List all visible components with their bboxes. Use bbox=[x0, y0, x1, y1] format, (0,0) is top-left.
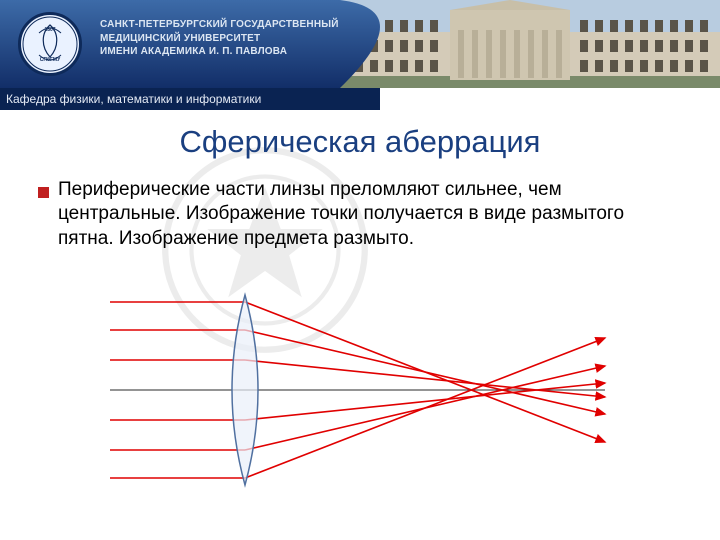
uni-line3: ИМЕНИ АКАДЕМИКА И. П. ПАВЛОВА bbox=[100, 45, 339, 59]
content-area: Сферическая аберрация Периферические час… bbox=[0, 110, 720, 251]
uni-line1: САНКТ-ПЕТЕРБУРГСКИЙ ГОСУДАРСТВЕННЫЙ bbox=[100, 18, 339, 32]
logo-abbr: СПбГМУ bbox=[40, 56, 61, 63]
body-text: Периферические части линзы преломляют си… bbox=[58, 179, 624, 249]
logo-year: 1807 bbox=[44, 27, 55, 33]
slide-title: Сферическая аберрация bbox=[38, 124, 682, 160]
aberration-diagram bbox=[110, 280, 610, 500]
uni-line2: МЕДИЦИНСКИЙ УНИВЕРСИТЕТ bbox=[100, 32, 339, 46]
department-text: Кафедра физики, математики и информатики bbox=[6, 92, 261, 106]
university-logo: 1807 СПбГМУ bbox=[18, 12, 82, 76]
university-name: САНКТ-ПЕТЕРБУРГСКИЙ ГОСУДАРСТВЕННЫЙ МЕДИ… bbox=[100, 18, 339, 59]
header: 1807 СПбГМУ САНКТ-ПЕТЕРБУРГСКИЙ ГОСУДАРС… bbox=[0, 0, 720, 88]
bullet-icon bbox=[38, 187, 49, 198]
department-bar: Кафедра физики, математики и информатики bbox=[0, 88, 380, 110]
body-paragraph: Периферические части линзы преломляют си… bbox=[38, 178, 682, 251]
